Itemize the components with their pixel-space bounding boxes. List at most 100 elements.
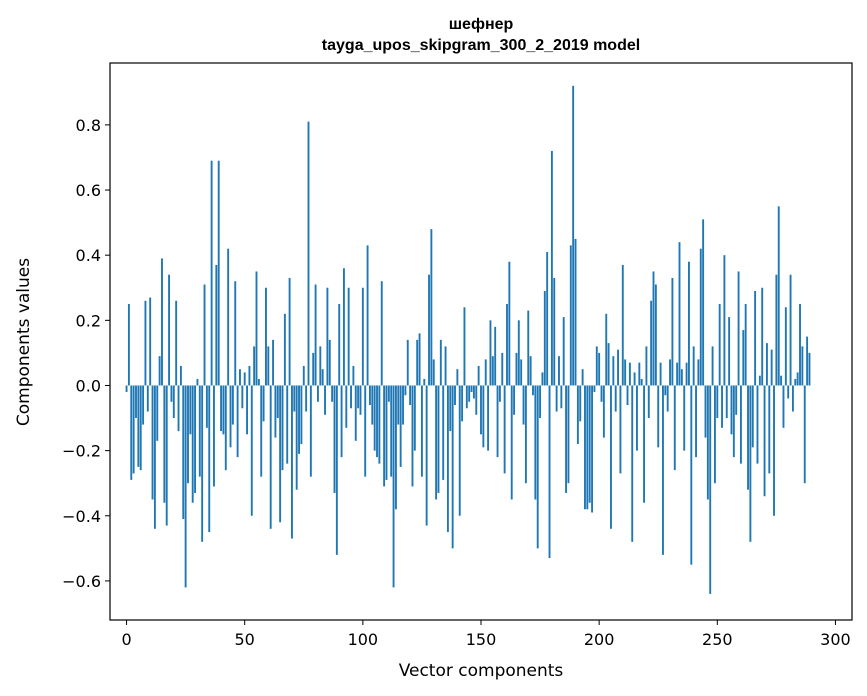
bar-176	[541, 372, 544, 386]
bar-91	[340, 385, 343, 458]
bar-90	[338, 304, 341, 386]
bar-120	[409, 385, 412, 406]
bar-155	[491, 356, 494, 386]
bar-115	[397, 385, 400, 425]
bar-49	[241, 385, 244, 409]
bar-243	[699, 248, 702, 386]
bar-64	[276, 385, 279, 419]
bar-210	[621, 264, 624, 386]
bar-46	[234, 281, 237, 386]
bar-39	[217, 160, 220, 386]
bar-18	[168, 274, 171, 386]
bar-104	[371, 385, 374, 425]
bar-133	[439, 339, 442, 386]
bar-0	[125, 385, 128, 392]
bar-11	[151, 385, 154, 500]
bar-54	[253, 346, 256, 386]
bar-185	[562, 317, 565, 386]
bar-43	[227, 248, 230, 386]
bar-268	[758, 375, 761, 386]
bar-126	[423, 378, 426, 386]
bar-220	[645, 346, 648, 386]
bar-9	[146, 385, 149, 412]
bar-20	[172, 385, 175, 419]
bar-98	[357, 385, 360, 409]
bar-269	[761, 287, 764, 386]
bar-66	[281, 385, 284, 471]
bar-37	[213, 385, 215, 487]
bar-165	[515, 352, 518, 386]
bar-52	[248, 365, 251, 386]
bar-94	[347, 287, 350, 386]
bar-145	[468, 385, 471, 402]
bar-252	[721, 385, 723, 428]
bar-248	[711, 346, 714, 386]
bar-287	[803, 385, 806, 484]
bar-279	[784, 307, 787, 386]
y-tick-label-6: 0.6	[76, 181, 101, 200]
bar-200	[598, 352, 601, 386]
bar-5	[137, 385, 140, 467]
bar-254	[725, 385, 728, 419]
y-axis-label: Components values	[14, 258, 34, 426]
bar-41	[222, 385, 225, 435]
bar-124	[418, 333, 421, 386]
bar-108	[380, 281, 383, 386]
bar-28	[191, 385, 194, 503]
bar-53	[250, 385, 253, 516]
bar-281	[789, 274, 792, 386]
bar-138	[451, 385, 454, 549]
bar-121	[411, 385, 414, 487]
bar-100	[361, 287, 364, 386]
bar-146	[470, 385, 473, 392]
bar-61	[269, 385, 272, 529]
bar-128	[428, 274, 430, 386]
bar-1	[127, 304, 130, 386]
x-tick-label-4: 200	[584, 630, 615, 649]
bar-217	[638, 362, 641, 386]
bar-99	[359, 385, 362, 415]
bar-282	[791, 385, 794, 412]
bar-70	[291, 385, 293, 539]
x-tick-label-3: 150	[466, 630, 497, 649]
bar-244	[702, 219, 705, 386]
bar-50	[243, 372, 246, 386]
bar-208	[617, 349, 619, 386]
bar-221	[647, 385, 650, 419]
bar-144	[465, 385, 468, 409]
y-tick-label-2: −0.2	[62, 442, 101, 461]
bar-168	[522, 385, 525, 425]
bar-77	[307, 121, 310, 386]
bar-44	[229, 385, 232, 448]
bar-222	[650, 300, 653, 386]
bar-198	[593, 385, 596, 392]
bar-186	[565, 385, 568, 493]
bar-160	[503, 385, 506, 474]
chart-title-line1: шефнер	[449, 16, 514, 33]
bar-178	[546, 251, 549, 386]
bar-175	[539, 385, 542, 419]
y-tick-label-4: 0.2	[76, 311, 101, 330]
bar-245	[704, 385, 707, 438]
bar-204	[607, 343, 610, 386]
bar-137	[449, 385, 452, 432]
bar-259	[737, 271, 740, 386]
y-tick-label-1: −0.4	[62, 507, 101, 526]
bar-84	[324, 385, 326, 415]
bar-40	[220, 385, 223, 432]
bar-82	[319, 346, 322, 386]
bar-173	[534, 385, 537, 500]
bar-191	[576, 385, 579, 445]
bar-246	[706, 385, 709, 500]
bar-266	[754, 291, 757, 386]
x-axis-ticks: 0 50 100 150 200 250 300	[121, 620, 851, 649]
bar-227	[662, 385, 664, 555]
bar-135	[444, 346, 447, 386]
bar-38	[215, 264, 218, 386]
bar-171	[529, 356, 532, 386]
bar-139	[454, 385, 456, 406]
bar-180	[550, 150, 553, 386]
y-axis-ticks: −0.6 −0.4 −0.2 0.0 0.2 0.4 0.6 0.8	[62, 116, 110, 591]
bar-283	[794, 378, 797, 386]
bar-80	[314, 284, 317, 386]
